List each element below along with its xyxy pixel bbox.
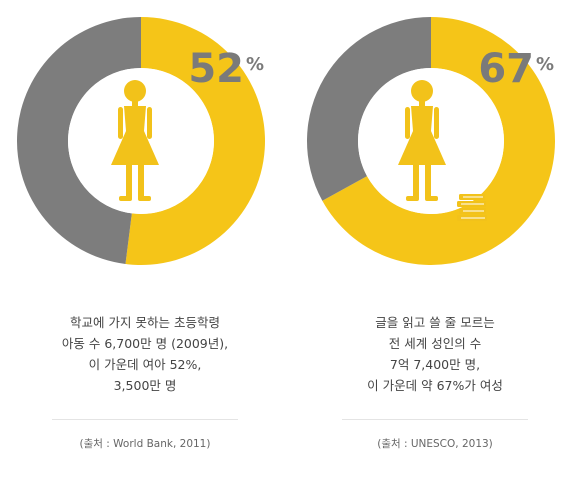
percent-label: 67 (478, 46, 534, 92)
divider (342, 419, 528, 420)
caption-right: 글을 읽고 쓸 줄 모르는 전 세계 성인의 수 7억 7,400만 명, 이 … (310, 312, 560, 396)
donut-slice-rest (16, 17, 141, 265)
girl-icon (111, 80, 159, 201)
percent-unit: % (536, 54, 554, 75)
girl-with-books-icon (398, 80, 487, 221)
caption-line: 이 가운데 약 67%가 여성 (367, 378, 503, 393)
percent-unit: % (246, 54, 264, 75)
caption-line: 글을 읽고 쓸 줄 모르는 (375, 315, 495, 330)
chart-panel-left: 52% 학교에 가지 못하는 초등학령 아동 수 6,700만 명 (2009년… (16, 17, 270, 450)
girl-head-icon (124, 80, 146, 102)
caption-line: 7억 7,400만 명, (389, 357, 481, 372)
percent-label: 52 (188, 46, 244, 92)
chart-panel-right: 67% 글을 읽고 쓸 줄 모르는 전 세계 성인의 수 7억 7,400만 명… (290, 0, 580, 480)
divider (52, 419, 238, 420)
donut-chart-right: 67% (307, 17, 555, 265)
caption-line: 이 가운데 여아 52%, (88, 357, 202, 372)
caption-left: 학교에 가지 못하는 초등학령 아동 수 6,700만 명 (2009년), 이… (20, 312, 270, 396)
donut-chart-left: 52% (16, 17, 265, 265)
source-right: (출처 : UNESCO, 2013) (377, 438, 493, 450)
source-left: (출처 : World Bank, 2011) (79, 438, 211, 450)
caption-line: 아동 수 6,700만 명 (2009년), (61, 336, 229, 351)
girl-head-icon (411, 80, 433, 102)
caption-line: 3,500만 명 (113, 378, 177, 393)
donut-slice-highlight (322, 17, 555, 265)
donut-slice-rest (307, 17, 431, 201)
donut-slice-highlight (125, 17, 265, 265)
caption-line: 학교에 가지 못하는 초등학령 (70, 315, 220, 330)
caption-line: 전 세계 성인의 수 (388, 336, 482, 351)
